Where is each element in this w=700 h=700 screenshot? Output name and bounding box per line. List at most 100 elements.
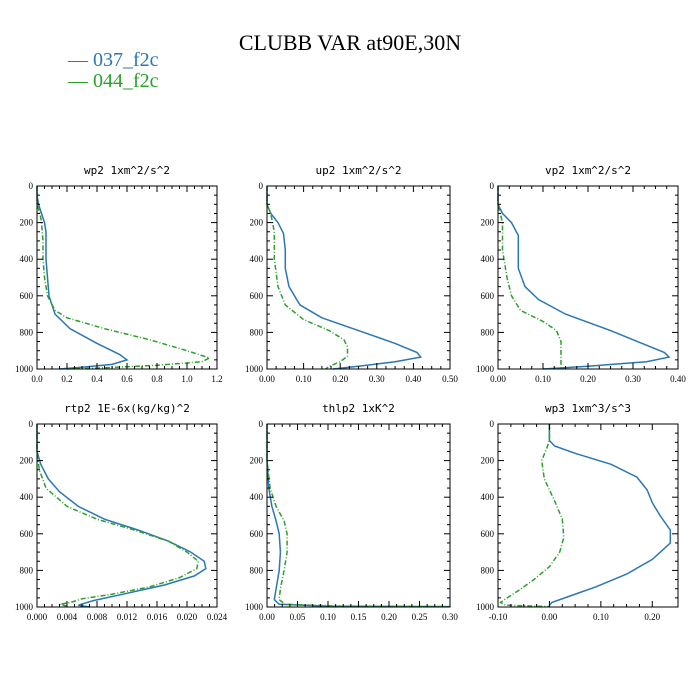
y-tick-label: 200 <box>481 218 495 228</box>
legend-entry-037: — 037_f2c <box>68 49 159 71</box>
y-tick-label: 800 <box>20 565 34 575</box>
y-tick-label: 0 <box>490 419 495 429</box>
x-tick-label: 0.024 <box>207 612 228 622</box>
x-tick-label: 0.6 <box>121 374 133 384</box>
x-tick-label: 0.0 <box>31 374 43 384</box>
series-line-037_f2c <box>36 186 129 370</box>
y-tick-label: 1000 <box>15 364 34 374</box>
series-line-037_f2c <box>266 186 423 370</box>
y-tick-label: 600 <box>481 291 495 301</box>
legend-label-037: 037_f2c <box>93 49 159 71</box>
series-line-037_f2c <box>266 424 451 608</box>
y-tick-label: 200 <box>20 456 34 466</box>
x-tick-label: 0.2 <box>61 374 72 384</box>
series-line-044_f2c <box>36 424 200 607</box>
y-tick-label: 600 <box>20 529 34 539</box>
series-line-044_f2c <box>36 186 212 370</box>
y-tick-label: 200 <box>250 218 264 228</box>
x-tick-label: 0.008 <box>87 612 108 622</box>
y-tick-label: 400 <box>481 492 495 502</box>
y-tick-label: 600 <box>20 291 34 301</box>
x-tick-label: 0.50 <box>442 374 458 384</box>
y-tick-label: 400 <box>20 254 34 264</box>
x-tick-label: 0.30 <box>442 612 458 622</box>
x-tick-label: 0.4 <box>91 374 103 384</box>
panel-title: vp2 1xm^2/s^2 <box>545 164 631 177</box>
y-tick-label: 1000 <box>15 602 34 612</box>
x-tick-label: 0.20 <box>644 612 660 622</box>
y-tick-label: 800 <box>481 565 495 575</box>
plot-frame <box>497 185 679 370</box>
y-tick-label: 1000 <box>245 602 264 612</box>
y-tick-label: 400 <box>250 492 264 502</box>
y-tick-label: 1000 <box>476 602 495 612</box>
series-line-037_f2c <box>36 424 207 608</box>
panel-title: wp2 1xm^2/s^2 <box>84 164 170 177</box>
y-tick-label: 200 <box>250 456 264 466</box>
y-tick-label: 0 <box>29 181 34 191</box>
panel-title: up2 1xm^2/s^2 <box>315 164 401 177</box>
series-line-044_f2c <box>499 424 565 608</box>
x-tick-label: 0.00 <box>490 374 506 384</box>
x-tick-label: 0.10 <box>320 612 336 622</box>
x-tick-label: 0.00 <box>259 612 275 622</box>
y-tick-label: 600 <box>250 291 264 301</box>
panel-3: vp2 1xm^2/s^2 0.00 0.10 0.20 0.30 0.40 0 200 400… <box>476 164 686 384</box>
x-tick-label: 0.20 <box>381 612 397 622</box>
x-tick-label: 0.10 <box>593 612 609 622</box>
panel-title: thlp2 1xK^2 <box>322 402 395 415</box>
y-tick-label: 200 <box>481 456 495 466</box>
y-tick-label: 1000 <box>245 364 264 374</box>
legend: — 037_f2c — 044_f2c <box>68 50 159 92</box>
series-line-037_f2c <box>497 186 671 370</box>
y-tick-label: 800 <box>481 327 495 337</box>
x-tick-label: 0.20 <box>332 374 348 384</box>
plot-frame <box>266 423 451 608</box>
legend-entry-044: — 044_f2c <box>68 70 159 92</box>
y-tick-label: 0 <box>259 181 264 191</box>
x-tick-label: 0.012 <box>117 612 137 622</box>
y-tick-label: 600 <box>481 529 495 539</box>
series-line-044_f2c <box>266 424 451 608</box>
y-tick-label: 600 <box>250 529 264 539</box>
y-tick-label: 1000 <box>476 364 495 374</box>
plot-frame <box>497 423 679 608</box>
panel-5: thlp2 1xK^2 0.00 0.05 0.10 0.15 0.20 0.25 0.30 0… <box>245 402 458 622</box>
plot-frame <box>266 185 451 370</box>
series-line-044_f2c <box>266 186 349 370</box>
panel-6: wp3 1xm^3/s^3 -0.10 0.00 0.10 0.20 0 200 400 600… <box>476 402 679 622</box>
panel-title: wp3 1xm^3/s^3 <box>545 402 631 415</box>
y-tick-label: 400 <box>481 254 495 264</box>
y-tick-label: 800 <box>20 327 34 337</box>
x-tick-label: 0.00 <box>259 374 275 384</box>
panel-1: wp2 1xm^2/s^2 0.0 0.2 0.4 0.6 0.8 1.0 1.2 0 200 40… <box>15 164 223 384</box>
x-tick-label: 0.8 <box>151 374 163 384</box>
x-tick-label: 0.30 <box>369 374 385 384</box>
panel-2: up2 1xm^2/s^2 0.00 0.10 0.20 0.30 0.40 0.50 0 20… <box>245 164 458 384</box>
x-tick-label: 0.40 <box>406 374 422 384</box>
panel-title: rtp2 1E-6x(kg/kg)^2 <box>64 402 190 415</box>
figure-title: CLUBB VAR at90E,30N <box>238 30 462 55</box>
x-tick-label: 0.000 <box>27 612 48 622</box>
y-tick-label: 0 <box>490 181 495 191</box>
x-tick-label: 0.25 <box>412 612 428 622</box>
panel-4: rtp2 1E-6x(kg/kg)^2 0.000 0.004 0.008 0.012 0… <box>15 402 228 622</box>
y-tick-label: 200 <box>20 218 34 228</box>
x-tick-label: 0.10 <box>535 374 551 384</box>
y-tick-label: 0 <box>29 419 34 429</box>
legend-label-044: 044_f2c <box>93 70 159 92</box>
x-tick-label: 1.2 <box>211 374 222 384</box>
y-tick-label: 400 <box>250 254 264 264</box>
y-tick-label: 400 <box>20 492 34 502</box>
plot-frame <box>36 185 218 370</box>
y-tick-label: 800 <box>250 327 264 337</box>
x-tick-label: 1.0 <box>181 374 193 384</box>
x-tick-label: -0.10 <box>489 612 508 622</box>
x-tick-label: 0.004 <box>57 612 78 622</box>
x-tick-label: 0.10 <box>296 374 312 384</box>
y-tick-label: 0 <box>259 419 264 429</box>
x-tick-label: 0.020 <box>177 612 198 622</box>
x-tick-label: 0.40 <box>670 374 686 384</box>
x-tick-label: 0.016 <box>147 612 168 622</box>
